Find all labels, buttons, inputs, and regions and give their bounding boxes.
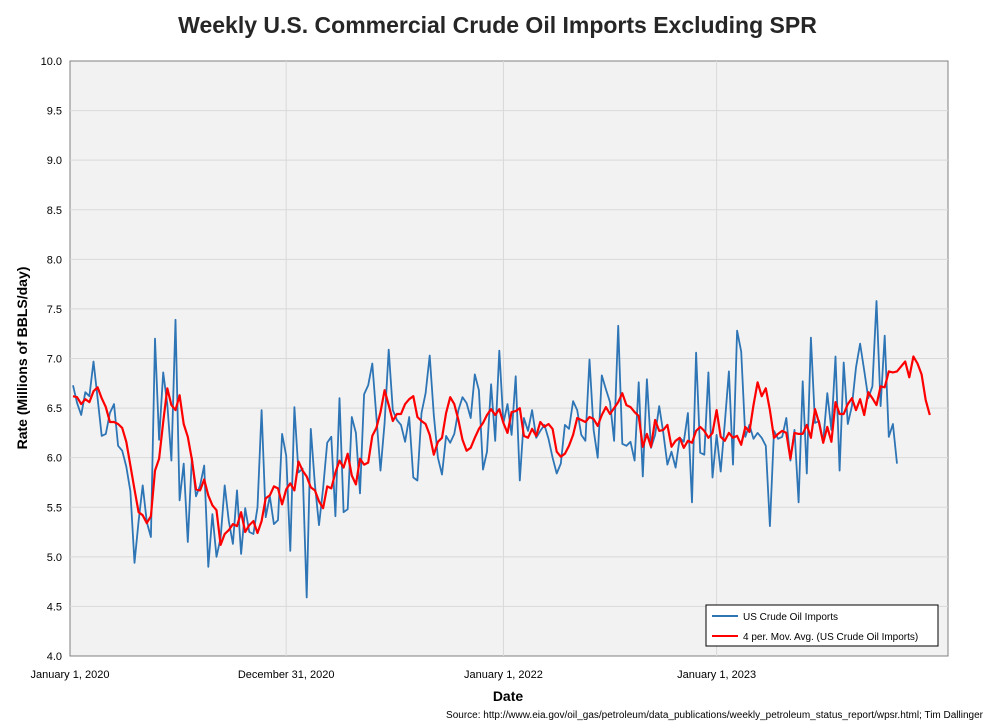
x-tick-label: January 1, 2022 <box>464 669 543 681</box>
y-tick-label: 6.5 <box>47 403 62 415</box>
x-axis-title: Date <box>493 688 524 704</box>
x-axis-ticks: January 1, 2020 December 31, 2020 January … <box>31 669 757 681</box>
legend: US Crude Oil Imports 4 per. Mov. Avg. (U… <box>705 604 939 647</box>
legend-label-moving-average: 4 per. Mov. Avg. (US Crude Oil Imports) <box>743 632 918 643</box>
y-tick-label: 4.0 <box>47 651 62 663</box>
y-axis-title: Rate (Millions of BBLS/day) <box>14 267 30 450</box>
gridlines <box>70 61 948 656</box>
x-tick-label: January 1, 2020 <box>31 669 110 681</box>
source-note: Source: http://www.eia.gov/oil_gas/petro… <box>446 710 983 721</box>
y-tick-label: 5.0 <box>47 552 62 564</box>
x-tick-label: January 1, 2023 <box>677 669 756 681</box>
series-line-moving-average <box>72 355 931 547</box>
y-tick-label: 6.0 <box>47 453 62 465</box>
y-tick-label: 8.0 <box>47 254 62 266</box>
y-tick-label: 9.0 <box>47 155 62 167</box>
y-tick-label: 5.5 <box>47 502 62 514</box>
y-tick-label: 7.5 <box>47 304 62 316</box>
y-tick-label: 7.0 <box>47 354 62 366</box>
y-axis-ticks: 4.0 4.5 5.0 5.5 6.0 6.5 7.0 7.5 8.0 8.5 9.0 9.5 10.0 <box>41 56 62 663</box>
series-line-imports <box>72 300 898 599</box>
series-group <box>72 300 931 599</box>
y-tick-label: 4.5 <box>47 601 62 613</box>
y-tick-label: 8.5 <box>47 205 62 217</box>
y-tick-label: 10.0 <box>41 56 62 68</box>
chart-title: Weekly U.S. Commercial Crude Oil Imports… <box>178 12 817 38</box>
legend-box <box>705 604 939 647</box>
legend-label-imports: US Crude Oil Imports <box>743 612 838 623</box>
y-tick-label: 9.5 <box>47 106 62 118</box>
x-tick-label: December 31, 2020 <box>238 669 335 681</box>
